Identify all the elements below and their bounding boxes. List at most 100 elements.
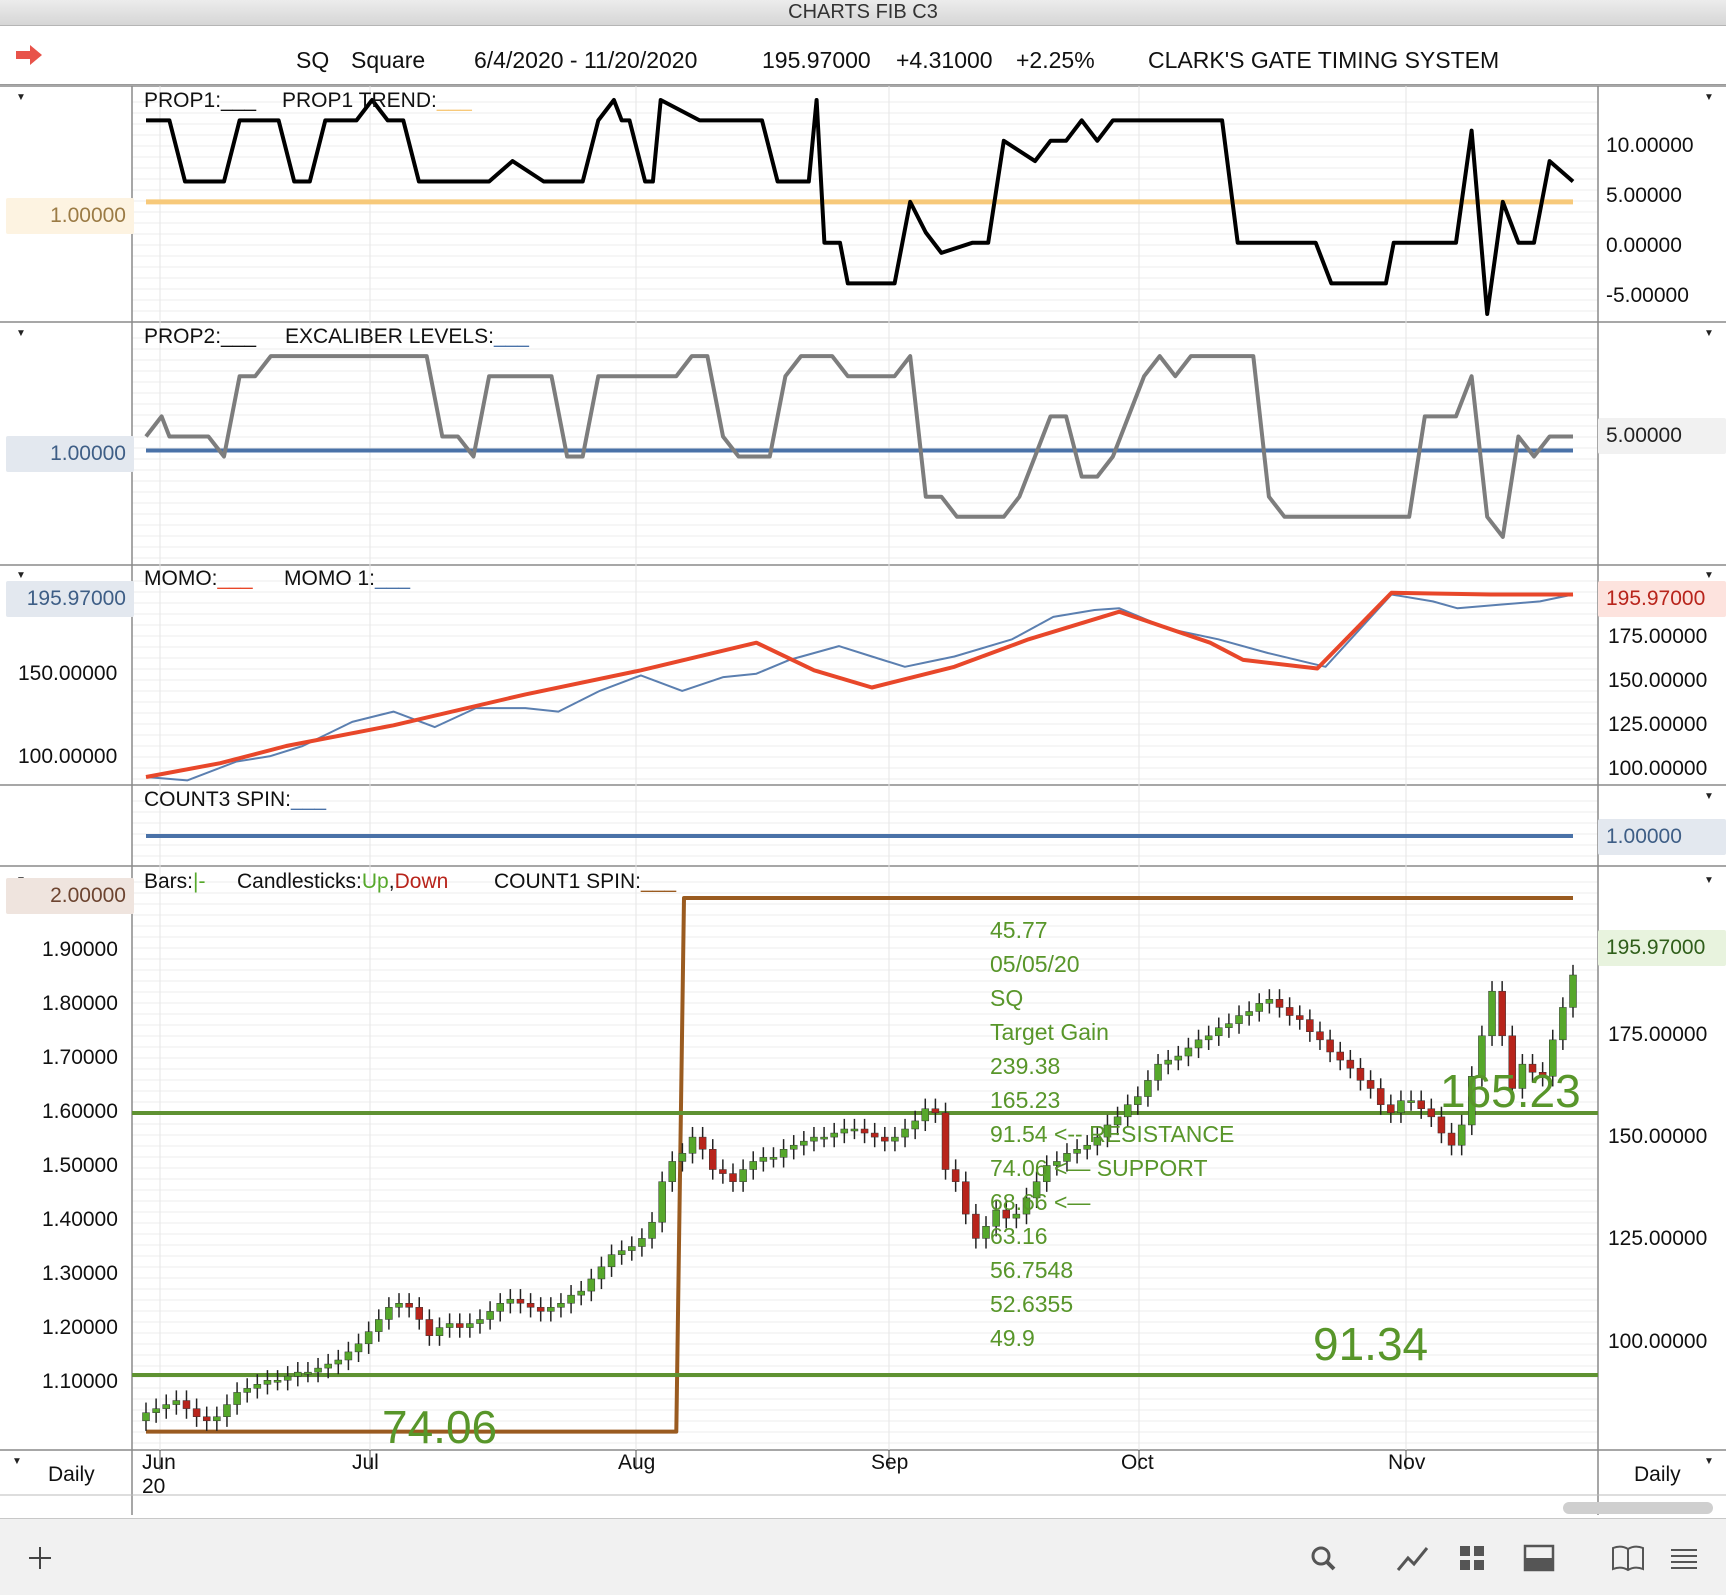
candle-body (283, 1375, 292, 1381)
candle-body (223, 1404, 231, 1417)
pane-menu-chevron-icon[interactable]: ▼ (1704, 92, 1714, 103)
candle-body (881, 1136, 889, 1142)
candle-body (192, 1408, 201, 1417)
line-chart-icon[interactable] (1395, 1541, 1431, 1575)
bottom-toolbar (0, 1518, 1726, 1595)
candle (698, 1126, 707, 1160)
candle-body (648, 1221, 656, 1239)
book-icon[interactable] (1610, 1541, 1646, 1575)
interval-chevron-icon[interactable]: ▼ (1704, 1456, 1714, 1467)
y-tick: 1.30000 (42, 1262, 118, 1285)
candle-body (1225, 1023, 1233, 1028)
candle-body (526, 1303, 535, 1308)
interval-right[interactable]: Daily (1634, 1463, 1681, 1486)
candle-body (617, 1250, 626, 1255)
candle-body (567, 1294, 575, 1304)
candle-body (1275, 999, 1284, 1008)
candle (921, 1098, 930, 1132)
y-tick: 100.00000 (1608, 757, 1708, 780)
candle (243, 1378, 251, 1403)
candle-body (1235, 1015, 1243, 1024)
pane-menu-chevron-icon[interactable]: ▼ (16, 570, 26, 581)
red-arrow-icon[interactable] (14, 44, 44, 66)
y-tick: 175.00000 (1608, 1023, 1708, 1046)
candle-body (304, 1371, 312, 1375)
pane-menu-chevron-icon[interactable]: ▼ (16, 328, 26, 339)
add-icon[interactable] (22, 1541, 58, 1575)
candle-body (334, 1359, 343, 1365)
candle (1275, 989, 1284, 1018)
candle-body (941, 1112, 950, 1170)
interval-left[interactable]: Daily (48, 1463, 95, 1486)
interval-chevron-icon[interactable]: ▼ (12, 1456, 22, 1467)
candle-body (789, 1144, 798, 1150)
candle (1184, 1037, 1193, 1067)
candle-body (1134, 1096, 1142, 1105)
candle-body (142, 1412, 150, 1422)
candle-body (850, 1128, 859, 1132)
candle (901, 1118, 909, 1148)
candle (820, 1126, 828, 1148)
momo-line (145, 590, 1573, 779)
candle (678, 1143, 687, 1172)
candle-body (1356, 1067, 1365, 1081)
fib-list-item: Target Gain (990, 1019, 1109, 1045)
candle (435, 1317, 444, 1346)
candle (334, 1349, 343, 1375)
candle-body (496, 1303, 504, 1312)
fib-list-item: 56.7548 (990, 1257, 1074, 1283)
candle (587, 1268, 596, 1302)
pane-menu-chevron-icon[interactable]: ▼ (1704, 791, 1714, 802)
candle (324, 1353, 332, 1379)
pane-menu-chevron-icon[interactable]: ▼ (16, 92, 26, 103)
candle (304, 1362, 312, 1383)
candle-body (1488, 990, 1496, 1037)
momo1-last-badge: 195.97000 (6, 581, 134, 617)
candle (1144, 1070, 1152, 1107)
fib-list-item: 239.38 (990, 1053, 1061, 1079)
pane-menu-chevron-icon[interactable]: ▼ (1704, 328, 1714, 339)
x-axis-year: 20 (142, 1475, 166, 1498)
fib-list-item: 74.06 <— SUPPORT (990, 1155, 1208, 1181)
candle (415, 1297, 424, 1330)
candle-body (951, 1169, 960, 1182)
candle-body (415, 1307, 424, 1320)
candle-body (506, 1298, 515, 1304)
candle (719, 1159, 727, 1184)
price-change-percent: +2.25% (1016, 47, 1095, 73)
momo-last-badge: 195.97000 (1598, 581, 1726, 617)
search-icon[interactable] (1306, 1541, 1342, 1575)
candle (1245, 1001, 1253, 1026)
candle (172, 1390, 181, 1415)
candle (982, 1216, 990, 1249)
pane-menu-chevron-icon[interactable]: ▼ (1704, 875, 1714, 886)
menu-icon[interactable] (1666, 1541, 1702, 1575)
candle (294, 1362, 302, 1387)
candle-body (870, 1132, 879, 1138)
candle (972, 1203, 980, 1249)
candle-body (830, 1132, 838, 1138)
pane-menu-chevron-icon[interactable]: ▼ (1704, 570, 1714, 581)
candle-body (213, 1416, 221, 1422)
candle-body (921, 1108, 930, 1122)
candle (263, 1370, 272, 1395)
fib-level-label: 165.23 (1440, 1065, 1581, 1117)
candle-body (405, 1303, 413, 1308)
candle (951, 1159, 960, 1192)
candle (233, 1382, 241, 1415)
panel-icon[interactable] (1521, 1541, 1557, 1575)
grid-layout-icon[interactable] (1455, 1541, 1491, 1575)
y-tick: 125.00000 (1608, 1227, 1708, 1250)
horizontal-scrollbar[interactable] (1563, 1502, 1713, 1514)
y-tick: 100.00000 (1608, 1330, 1708, 1353)
candle-body (688, 1136, 697, 1154)
candle (658, 1171, 666, 1233)
candle-body (455, 1323, 464, 1328)
count1-badge: 2.00000 (6, 878, 134, 914)
candle-body (719, 1169, 727, 1174)
candle-body (800, 1140, 808, 1146)
candle (1326, 1029, 1334, 1063)
candle-body (607, 1254, 616, 1268)
count3-spin-label: COUNT3 SPIN:___ (144, 788, 327, 811)
candle-body (931, 1108, 940, 1114)
